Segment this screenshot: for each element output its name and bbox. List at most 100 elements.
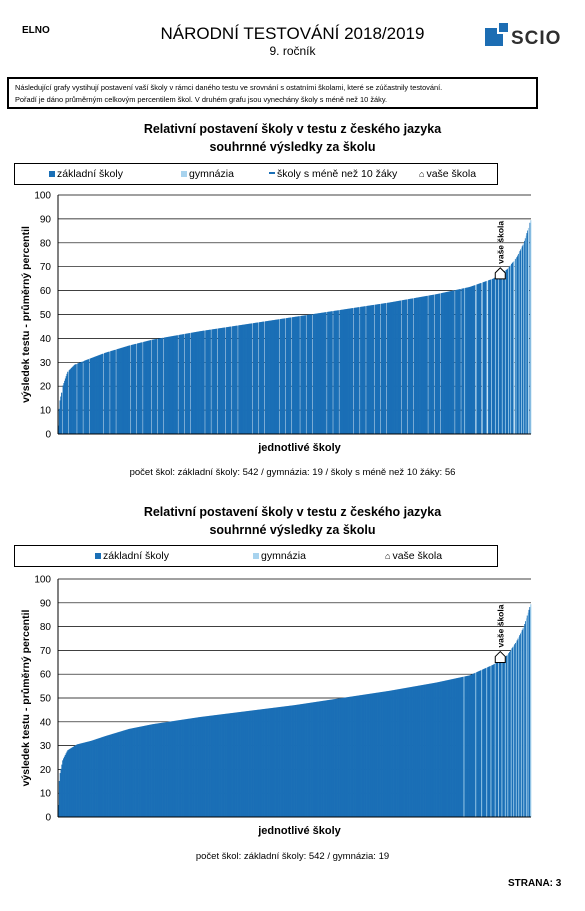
bar-basic — [152, 339, 154, 434]
bar-basic — [271, 708, 273, 817]
bar-basic — [519, 250, 521, 434]
legend-item-own: ⌂ vaše škola — [419, 168, 476, 180]
bar-basic — [61, 764, 63, 817]
bar-basic — [121, 347, 123, 434]
bar-basic — [476, 672, 478, 817]
bar-basic — [349, 696, 351, 817]
bar-basic — [314, 702, 316, 817]
bar-basic — [392, 690, 394, 817]
bar-basic — [407, 299, 409, 434]
bar-basic — [348, 308, 350, 434]
bar-basic — [427, 684, 429, 817]
bar-basic — [81, 743, 83, 817]
bar-basic — [179, 720, 181, 817]
bar-basic — [77, 363, 80, 434]
bar-basic — [230, 326, 232, 434]
bar-basic — [499, 659, 501, 817]
bar-basic — [238, 325, 241, 434]
bar-basic — [107, 352, 109, 434]
bar-basic — [264, 708, 266, 817]
bar-basic — [529, 607, 531, 817]
bar-basic — [478, 283, 480, 434]
bar-basic — [318, 313, 320, 434]
bar-basic — [377, 304, 379, 434]
bar-basic — [526, 233, 528, 434]
bar-basic — [280, 706, 282, 817]
bar-basic — [450, 679, 453, 817]
bar-basic — [203, 716, 205, 817]
bar-basic — [233, 712, 235, 817]
bar-basic — [322, 312, 324, 434]
bar-basic — [285, 318, 287, 434]
bar-basic — [131, 728, 133, 817]
bar-basic — [166, 337, 168, 434]
bar-basic — [461, 677, 463, 817]
bar-basic — [263, 321, 265, 434]
bar-basic — [301, 315, 303, 434]
bar-basic — [493, 278, 495, 434]
report-subtitle: 9. ročník — [269, 44, 316, 58]
bar-basic — [415, 297, 417, 434]
bar-basic — [396, 301, 398, 434]
bar-basic — [467, 675, 469, 817]
bar-basic — [308, 314, 310, 434]
bar-basic — [113, 733, 115, 817]
bar-basic — [169, 721, 171, 817]
bar-basic — [488, 666, 491, 817]
bar-basic — [219, 714, 221, 817]
bar-basic — [304, 315, 306, 434]
bar-basic — [265, 708, 267, 817]
bar-basic — [462, 676, 464, 817]
bar-basic — [166, 721, 168, 817]
bar-basic — [469, 286, 471, 434]
bar-basic — [327, 311, 329, 434]
scio-logo-mark — [485, 22, 509, 46]
bar-basic — [395, 689, 397, 817]
bar-basic — [292, 317, 294, 434]
bar-basic — [236, 325, 238, 434]
bar-basic — [69, 369, 71, 434]
bar-basic — [317, 701, 319, 817]
bar-basic — [478, 283, 480, 434]
bar-basic — [363, 694, 365, 817]
bar-gym — [525, 235, 527, 434]
bar-basic — [335, 698, 337, 817]
bar-basic — [189, 718, 191, 817]
y-tick-label: 0 — [45, 430, 51, 441]
bar-basic — [145, 725, 147, 817]
bar-basic — [429, 683, 432, 817]
bar-basic — [231, 712, 233, 817]
bar-basic — [508, 653, 510, 817]
bar-basic — [327, 311, 329, 434]
bar-basic — [480, 283, 482, 434]
bar-basic — [448, 291, 450, 434]
bar-basic — [403, 688, 405, 817]
bar-basic — [360, 695, 362, 817]
bar-basic — [401, 300, 403, 434]
bar-basic — [182, 334, 185, 434]
bar-basic — [472, 673, 475, 817]
bar-basic — [416, 685, 418, 817]
y-tick-label: 70 — [40, 646, 52, 657]
logo-text: SCIO — [511, 28, 562, 49]
bar-basic — [140, 726, 142, 817]
bar-basic — [133, 727, 136, 817]
bar-basic — [120, 348, 122, 434]
bar-basic — [411, 686, 413, 817]
bar-basic — [402, 300, 405, 434]
bar-basic — [215, 328, 217, 434]
bar-basic — [63, 756, 66, 817]
bar-basic — [501, 273, 503, 434]
bar-gym — [504, 270, 507, 434]
bar-basic — [489, 666, 491, 817]
bar-basic — [354, 307, 356, 434]
bar-basic — [375, 692, 377, 817]
bar-basic — [358, 695, 360, 817]
bar-basic — [245, 711, 247, 817]
bar-basic — [65, 376, 67, 434]
bar-basic — [149, 724, 152, 817]
bar-basic — [490, 279, 492, 434]
bar-basic — [253, 710, 255, 817]
bar-basic — [277, 707, 279, 817]
bar-basic — [198, 717, 200, 817]
